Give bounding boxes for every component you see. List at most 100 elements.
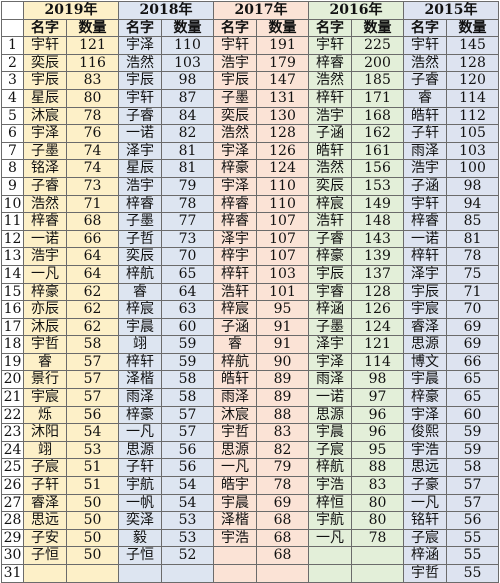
count-cell: 91	[256, 335, 309, 354]
name-cell: 烁	[23, 405, 67, 425]
count-cell: 110	[256, 176, 309, 196]
count-cell: 171	[351, 88, 404, 108]
count-column-header: 数量	[66, 18, 119, 38]
name-cell: 梓睿	[213, 212, 257, 231]
name-cell	[213, 564, 257, 583]
name-cell: 子轩	[403, 124, 447, 143]
count-cell: 200	[351, 53, 404, 73]
table-row: 17 沐辰 62 宇晨 60 子涵 91 子墨 124 睿泽 69	[1, 317, 499, 337]
count-cell: 50	[66, 493, 119, 513]
name-cell: 子安	[23, 528, 67, 548]
count-cell: 77	[161, 212, 214, 231]
name-cell: 梓睿	[403, 212, 447, 231]
name-cell	[308, 564, 352, 583]
count-cell: 60	[446, 405, 499, 425]
count-cell: 84	[161, 106, 214, 126]
count-cell: 103	[256, 264, 309, 284]
count-cell: 59	[446, 440, 499, 460]
count-cell: 58	[161, 370, 214, 390]
count-cell: 59	[161, 352, 214, 372]
name-cell: 浩宇	[213, 53, 257, 73]
count-cell: 57	[161, 423, 214, 442]
rank-cell: 1	[1, 36, 24, 55]
name-cell: 梓宸	[213, 300, 257, 319]
table-row: 2 奕辰 116 浩然 103 浩宇 179 梓睿 200 浩然 128	[1, 53, 499, 73]
count-cell: 76	[66, 124, 119, 143]
count-cell	[66, 564, 119, 583]
name-cell: 雨泽	[403, 141, 447, 161]
count-cell: 59	[446, 423, 499, 442]
count-cell: 110	[256, 194, 309, 214]
name-cell: 博文	[403, 352, 447, 372]
name-cell: 子墨	[213, 88, 257, 108]
rank-cell: 30	[1, 546, 24, 565]
name-cell: 一帆	[118, 493, 162, 513]
count-cell: 96	[351, 405, 404, 425]
count-cell: 69	[446, 335, 499, 354]
count-cell: 103	[446, 141, 499, 161]
name-cell: 宇航	[118, 476, 162, 495]
count-cell: 110	[161, 36, 214, 55]
name-cell: 星辰	[118, 159, 162, 178]
name-cell: 雨泽	[213, 388, 257, 407]
name-cell: 子豪	[403, 476, 447, 495]
name-cell: 一诺	[118, 124, 162, 143]
table-row: 31 宇哲 55	[1, 564, 499, 583]
count-cell: 89	[256, 370, 309, 390]
count-cell: 78	[446, 247, 499, 266]
count-cell: 88	[351, 458, 404, 478]
count-cell: 112	[446, 106, 499, 126]
count-cell: 78	[351, 528, 404, 548]
count-cell: 149	[351, 194, 404, 214]
name-cell: 宇晨	[213, 493, 257, 513]
table-row: 24 翊 53 思源 56 思源 82 子宸 95 宇浩 59	[1, 440, 499, 460]
name-cell: 子宸	[308, 440, 352, 460]
table-row: 9 子睿 73 浩宇 79 宇泽 110 奕辰 153 子涵 98	[1, 176, 499, 196]
count-cell: 57	[66, 370, 119, 390]
count-cell: 70	[161, 247, 214, 266]
name-cell: 浩然	[308, 159, 352, 178]
name-cell: 宇轩	[403, 194, 447, 214]
name-cell: 梓航	[213, 352, 257, 372]
count-column-header: 数量	[256, 18, 309, 38]
name-column-header: 名字	[308, 18, 352, 38]
table-row: 11 梓睿 68 子墨 77 梓睿 107 浩轩 148 梓睿 85	[1, 212, 499, 231]
count-cell: 81	[446, 229, 499, 249]
count-column-header: 数量	[161, 18, 214, 38]
count-cell: 96	[351, 423, 404, 442]
table-row: 20 景行 57 泽楷 58 皓轩 89 雨泽 98 宇晨 65	[1, 370, 499, 390]
count-cell: 128	[446, 53, 499, 73]
name-cell: 宇轩	[23, 36, 67, 55]
rank-cell: 20	[1, 370, 24, 390]
table-row: 1 宇轩 121 宇泽 110 宇轩 191 宇轩 225 宇轩 145	[1, 36, 499, 55]
count-cell: 54	[66, 423, 119, 442]
count-cell: 82	[256, 440, 309, 460]
name-cell: 一凡	[403, 493, 447, 513]
name-cell: 宇哲	[23, 335, 67, 354]
name-cell: 梓涵	[308, 300, 352, 319]
name-cell	[308, 546, 352, 565]
name-cell: 一凡	[308, 528, 352, 548]
count-cell: 126	[256, 141, 309, 161]
count-cell: 95	[256, 300, 309, 319]
count-cell: 105	[446, 124, 499, 143]
name-cell: 泽宇	[308, 335, 352, 354]
rank-cell: 23	[1, 423, 24, 442]
name-cell: 宇泽	[403, 405, 447, 425]
count-cell: 148	[351, 212, 404, 231]
count-cell: 68	[256, 511, 309, 530]
rank-cell: 8	[1, 159, 24, 178]
name-cell: 浩然	[308, 71, 352, 90]
count-cell: 53	[161, 528, 214, 548]
name-cell: 一诺	[403, 229, 447, 249]
name-cell: 宇睿	[308, 282, 352, 302]
count-cell: 87	[161, 88, 214, 108]
table-row: 19 睿 57 梓轩 59 梓航 90 宇泽 114 博文 66	[1, 352, 499, 372]
name-cell: 景行	[23, 370, 67, 390]
count-cell: 57	[66, 352, 119, 372]
name-cell: 泽宇	[118, 141, 162, 161]
name-cell: 思源	[118, 440, 162, 460]
corner-cell	[1, 18, 24, 38]
count-cell: 103	[161, 53, 214, 73]
table-row: 30 子恒 50 子恒 52 68 梓涵 55	[1, 546, 499, 565]
